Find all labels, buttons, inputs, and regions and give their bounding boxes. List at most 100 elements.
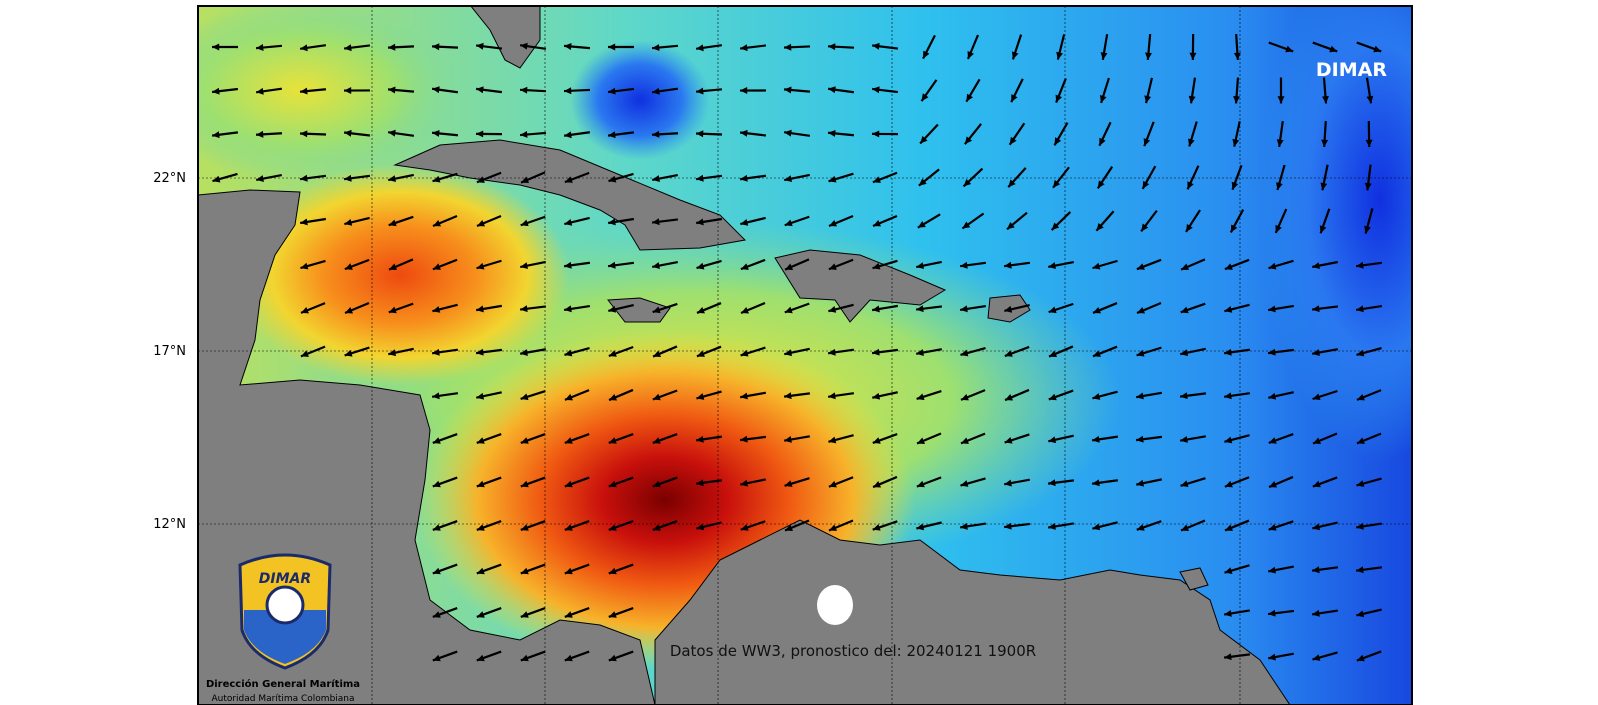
- wind-arrow-head: [520, 42, 528, 50]
- wind-arrow-head: [1092, 435, 1100, 443]
- wind-arrow-head: [1356, 522, 1364, 530]
- wind-arrow-head: [1312, 523, 1321, 531]
- wind-arrow-head: [923, 50, 930, 59]
- wind-arrow-head: [696, 306, 705, 314]
- wind-arrow-head: [784, 86, 792, 94]
- wind-arrow-head: [960, 522, 968, 530]
- wind-arrow-head: [212, 131, 220, 139]
- field: [198, 6, 460, 180]
- wind-arrow-head: [432, 654, 441, 662]
- wind-arrow-head: [212, 43, 220, 51]
- wind-arrow-head: [608, 567, 617, 575]
- wind-arrow-head: [1356, 305, 1364, 313]
- wind-arrow-head: [344, 87, 352, 95]
- wind-arrow-head: [1232, 138, 1240, 147]
- wind-arrow-head: [652, 44, 660, 51]
- wind-arrow-head: [784, 436, 792, 443]
- wind-arrow-head: [1143, 138, 1151, 147]
- wind-arrow-head: [1268, 653, 1276, 661]
- wind-arrow-head: [1006, 222, 1015, 230]
- lat-label: 17°N: [153, 344, 186, 359]
- wind-arrow-head: [740, 392, 748, 400]
- wind-arrow-head: [1011, 51, 1019, 60]
- wind-arrow-head: [696, 44, 704, 52]
- wind-arrow-head: [520, 611, 529, 618]
- wind-arrow-head: [212, 175, 221, 183]
- wind-arrow-head: [564, 654, 573, 662]
- wind-arrow-head: [1011, 94, 1018, 103]
- wind-arrow-head: [1312, 349, 1320, 356]
- wind-arrow-head: [1320, 182, 1328, 191]
- wind-arrow-head: [1356, 480, 1365, 487]
- wind-arrow-head: [388, 86, 396, 94]
- wind-arrow-head: [696, 174, 704, 182]
- wind-arrow-head: [1099, 94, 1107, 103]
- wind-arrow-head: [1268, 305, 1276, 313]
- wind-arrow-head: [1100, 52, 1108, 60]
- logo-brand: DIMAR: [259, 571, 311, 587]
- wind-arrow-head: [300, 130, 308, 138]
- wind-arrow-head: [652, 524, 661, 531]
- wind-arrow-head: [872, 176, 881, 183]
- wind-arrow-head: [1312, 393, 1321, 401]
- wind-arrow-head: [1054, 137, 1062, 146]
- wind-arrow-head: [1048, 479, 1056, 487]
- wind-arrow-head: [1180, 306, 1189, 314]
- wind-arrow-head: [1136, 392, 1144, 400]
- wind-arrow-head: [828, 175, 837, 183]
- wind-arrow-head: [1048, 306, 1057, 314]
- wind-arrow-head: [696, 479, 704, 487]
- lat-label: 12°N: [153, 517, 186, 532]
- wind-arrow-head: [828, 306, 837, 313]
- wind-arrow-head: [1321, 139, 1329, 147]
- wind-arrow-head: [872, 437, 881, 444]
- wind-arrow-head: [963, 178, 972, 187]
- wind-arrow-head: [1187, 181, 1194, 190]
- wind-arrow-head: [212, 87, 220, 95]
- wind-arrow-head: [1364, 225, 1371, 234]
- wind-arrow-head: [344, 174, 352, 182]
- wind-arrow-head: [652, 262, 660, 269]
- wind-arrow-head: [1224, 392, 1232, 400]
- wind-arrow-head: [1136, 524, 1145, 531]
- wind-arrow-head: [608, 611, 617, 618]
- wind-arrow-head: [608, 261, 616, 269]
- wind-arrow-head: [653, 350, 662, 357]
- wind-arrow-head: [432, 86, 440, 94]
- wind-arrow-head: [432, 437, 441, 444]
- wind-arrow-head: [652, 87, 660, 95]
- wind-arrow-head: [652, 175, 660, 182]
- wind-arrow-head: [256, 44, 264, 51]
- wind-arrow-head: [872, 524, 881, 531]
- wind-arrow-head: [432, 129, 440, 137]
- wind-arrow-head: [1312, 305, 1320, 313]
- wind-arrow-head: [432, 392, 440, 400]
- wind-arrow-head: [520, 654, 529, 662]
- wind-arrow-head: [344, 129, 352, 137]
- wind-arrow-head: [828, 524, 837, 531]
- wind-arrow-head: [476, 437, 485, 444]
- wind-arrow-head: [564, 567, 573, 575]
- wind-arrow-head: [388, 349, 397, 357]
- wind-arrow-head: [476, 130, 484, 138]
- field: [570, 40, 710, 160]
- wind-arrow-head: [520, 480, 529, 488]
- wind-arrow-head: [828, 86, 836, 94]
- wind-arrow-head: [1277, 96, 1285, 104]
- wind-arrow-head: [388, 129, 396, 137]
- wind-arrow-head: [740, 44, 748, 52]
- wind-arrow-head: [1180, 392, 1188, 400]
- wind-arrow-head: [344, 349, 353, 357]
- wind-arrow-head: [564, 87, 572, 95]
- wind-arrow-head: [388, 219, 397, 227]
- wind-arrow-head: [1145, 52, 1152, 60]
- wind-arrow-head: [1136, 479, 1145, 487]
- wind-arrow-head: [608, 218, 616, 226]
- wind-arrow-head: [1356, 566, 1364, 574]
- wind-arrow-head: [1092, 523, 1101, 531]
- wind-arrow-head: [784, 175, 793, 183]
- wind-arrow-head: [1268, 524, 1277, 531]
- wind-arrow-head: [608, 437, 617, 444]
- wind-arrow-head: [960, 349, 969, 357]
- wind-arrow-head: [916, 349, 924, 356]
